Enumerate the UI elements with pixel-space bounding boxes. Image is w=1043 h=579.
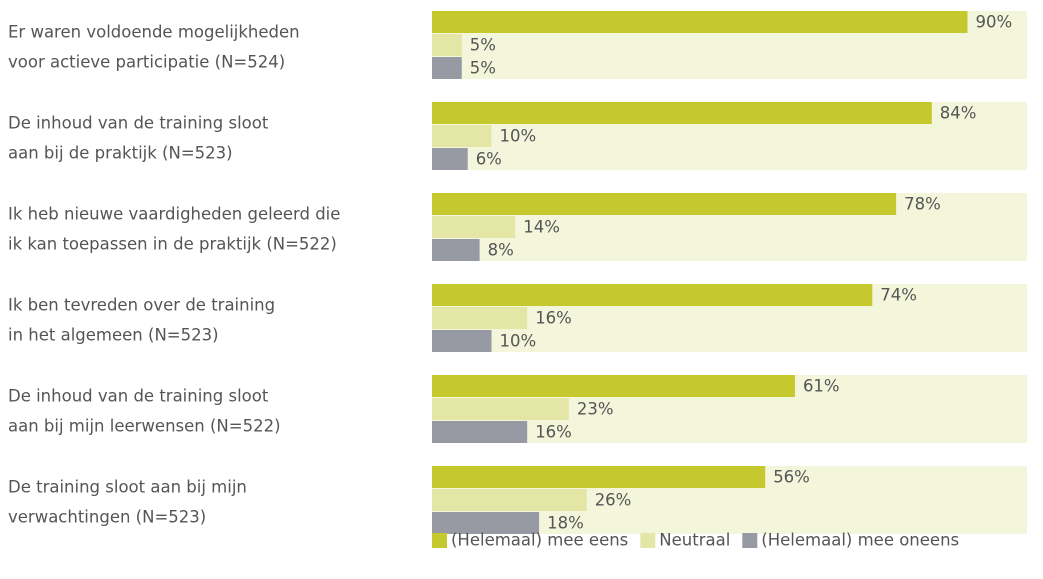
bar xyxy=(432,125,492,147)
bar xyxy=(432,57,462,79)
value-label: 8% xyxy=(488,241,514,260)
legend-label: (Helemaal) mee oneens xyxy=(761,531,959,550)
bar xyxy=(432,421,528,443)
legend-label: (Helemaal) mee eens xyxy=(451,531,628,550)
value-label: 5% xyxy=(470,59,496,78)
value-label: 14% xyxy=(523,218,560,237)
value-label: 26% xyxy=(595,491,632,510)
value-label: 56% xyxy=(773,468,810,487)
bar xyxy=(432,512,540,534)
value-label: 84% xyxy=(940,104,977,123)
category-label: De inhoud van de training sloot xyxy=(8,114,269,133)
legend-swatch xyxy=(432,533,447,548)
value-label: 18% xyxy=(547,514,584,533)
value-label: 23% xyxy=(577,400,614,419)
value-label: 6% xyxy=(476,150,502,169)
category-label: voor actieve participatie (N=524) xyxy=(8,53,285,72)
legend-label: Neutraal xyxy=(659,531,730,550)
bar xyxy=(432,216,516,238)
bar xyxy=(432,239,480,261)
category-label: Er waren voldoende mogelijkheden xyxy=(8,23,300,42)
bar xyxy=(432,148,468,170)
category-label: aan bij mijn leerwensen (N=522) xyxy=(8,417,281,436)
bar xyxy=(432,330,492,352)
value-label: 78% xyxy=(904,195,941,214)
bar xyxy=(432,11,968,33)
value-label: 61% xyxy=(803,377,840,396)
category-label: De inhoud van de training sloot xyxy=(8,387,269,406)
bar xyxy=(432,34,462,56)
value-label: 74% xyxy=(880,286,917,305)
bar xyxy=(432,375,795,397)
bar xyxy=(432,489,587,511)
bar xyxy=(432,466,766,488)
category-label: De training sloot aan bij mijn xyxy=(8,478,247,497)
value-label: 16% xyxy=(535,309,572,328)
category-label: verwachtingen (N=523) xyxy=(8,508,206,527)
legend-swatch xyxy=(640,533,656,548)
category-label: Ik heb nieuwe vaardigheden geleerd die xyxy=(8,205,340,224)
value-label: 90% xyxy=(976,13,1013,32)
bar xyxy=(432,193,897,215)
value-label: 10% xyxy=(500,332,537,351)
bar xyxy=(432,307,528,329)
bar xyxy=(432,284,873,306)
bar xyxy=(432,398,569,420)
value-label: 16% xyxy=(535,423,572,442)
value-label: 10% xyxy=(500,127,537,146)
bar xyxy=(432,102,932,124)
value-label: 5% xyxy=(470,36,496,55)
legend-swatch xyxy=(742,533,758,548)
category-label: ik kan toepassen in de praktijk (N=522) xyxy=(8,235,337,254)
category-label: Ik ben tevreden over de training xyxy=(8,296,275,315)
category-label: in het algemeen (N=523) xyxy=(8,326,219,345)
category-label: aan bij de praktijk (N=523) xyxy=(8,144,233,163)
